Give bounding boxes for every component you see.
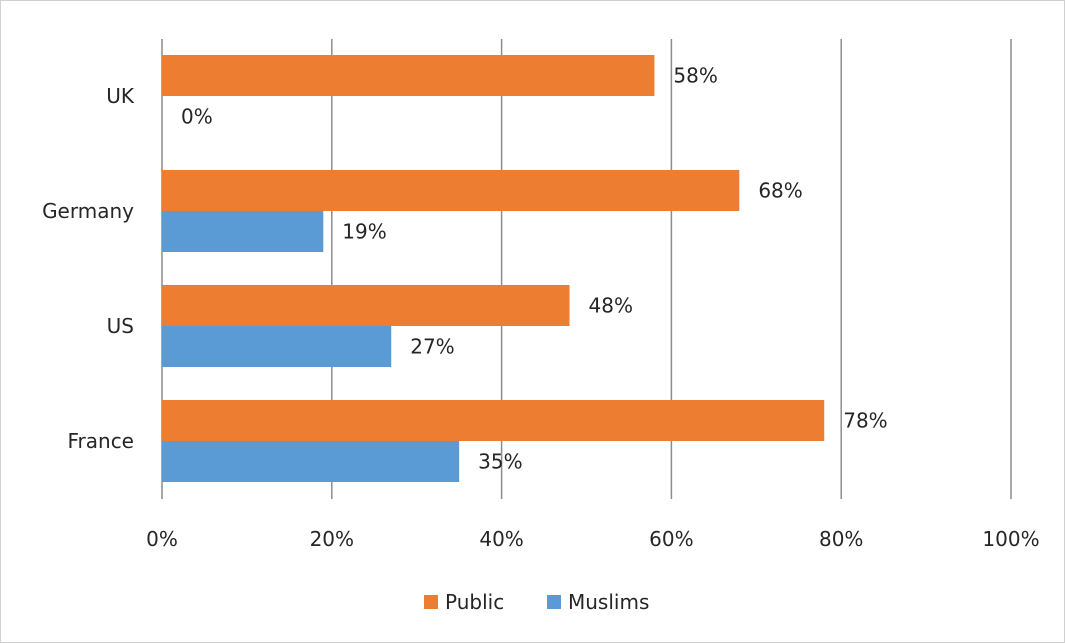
- data-labels: 58% 0% 68% 19% 48% 27% 78% 35%: [181, 64, 888, 474]
- category-label: Germany: [42, 199, 134, 223]
- x-tick-label: 40%: [479, 527, 523, 551]
- data-label: 58%: [673, 64, 717, 88]
- x-tick-label: 20%: [310, 527, 354, 551]
- bar-public: [162, 400, 825, 441]
- legend-swatch-muslims: [547, 595, 561, 609]
- data-label: 78%: [843, 409, 887, 433]
- category-label: US: [107, 314, 134, 338]
- x-tick-label: 60%: [649, 527, 693, 551]
- data-label: 0%: [181, 105, 213, 129]
- bar-public: [162, 55, 655, 96]
- data-label: 68%: [758, 179, 802, 203]
- bars: [162, 55, 825, 482]
- value-axis: 0% 20% 40% 60% 80% 100%: [146, 527, 1039, 551]
- data-label: 19%: [342, 220, 386, 244]
- x-tick-label: 0%: [146, 527, 178, 551]
- legend-swatch-public: [424, 595, 438, 609]
- legend-label-public: Public: [445, 590, 504, 614]
- category-label: France: [67, 429, 134, 453]
- bar-muslims: [162, 326, 392, 367]
- x-tick-label: 80%: [819, 527, 863, 551]
- bar-muslims: [162, 441, 460, 482]
- data-label: 48%: [589, 294, 633, 318]
- data-label: 35%: [478, 450, 522, 474]
- bar-muslims: [162, 211, 324, 252]
- bar-public: [162, 170, 740, 211]
- legend: Public Muslims: [424, 590, 649, 614]
- category-axis: UK Germany US France: [42, 84, 135, 453]
- x-tick-label: 100%: [982, 527, 1039, 551]
- data-label: 27%: [410, 335, 454, 359]
- bar-public: [162, 285, 570, 326]
- legend-label-muslims: Muslims: [568, 590, 649, 614]
- category-label: UK: [106, 84, 135, 108]
